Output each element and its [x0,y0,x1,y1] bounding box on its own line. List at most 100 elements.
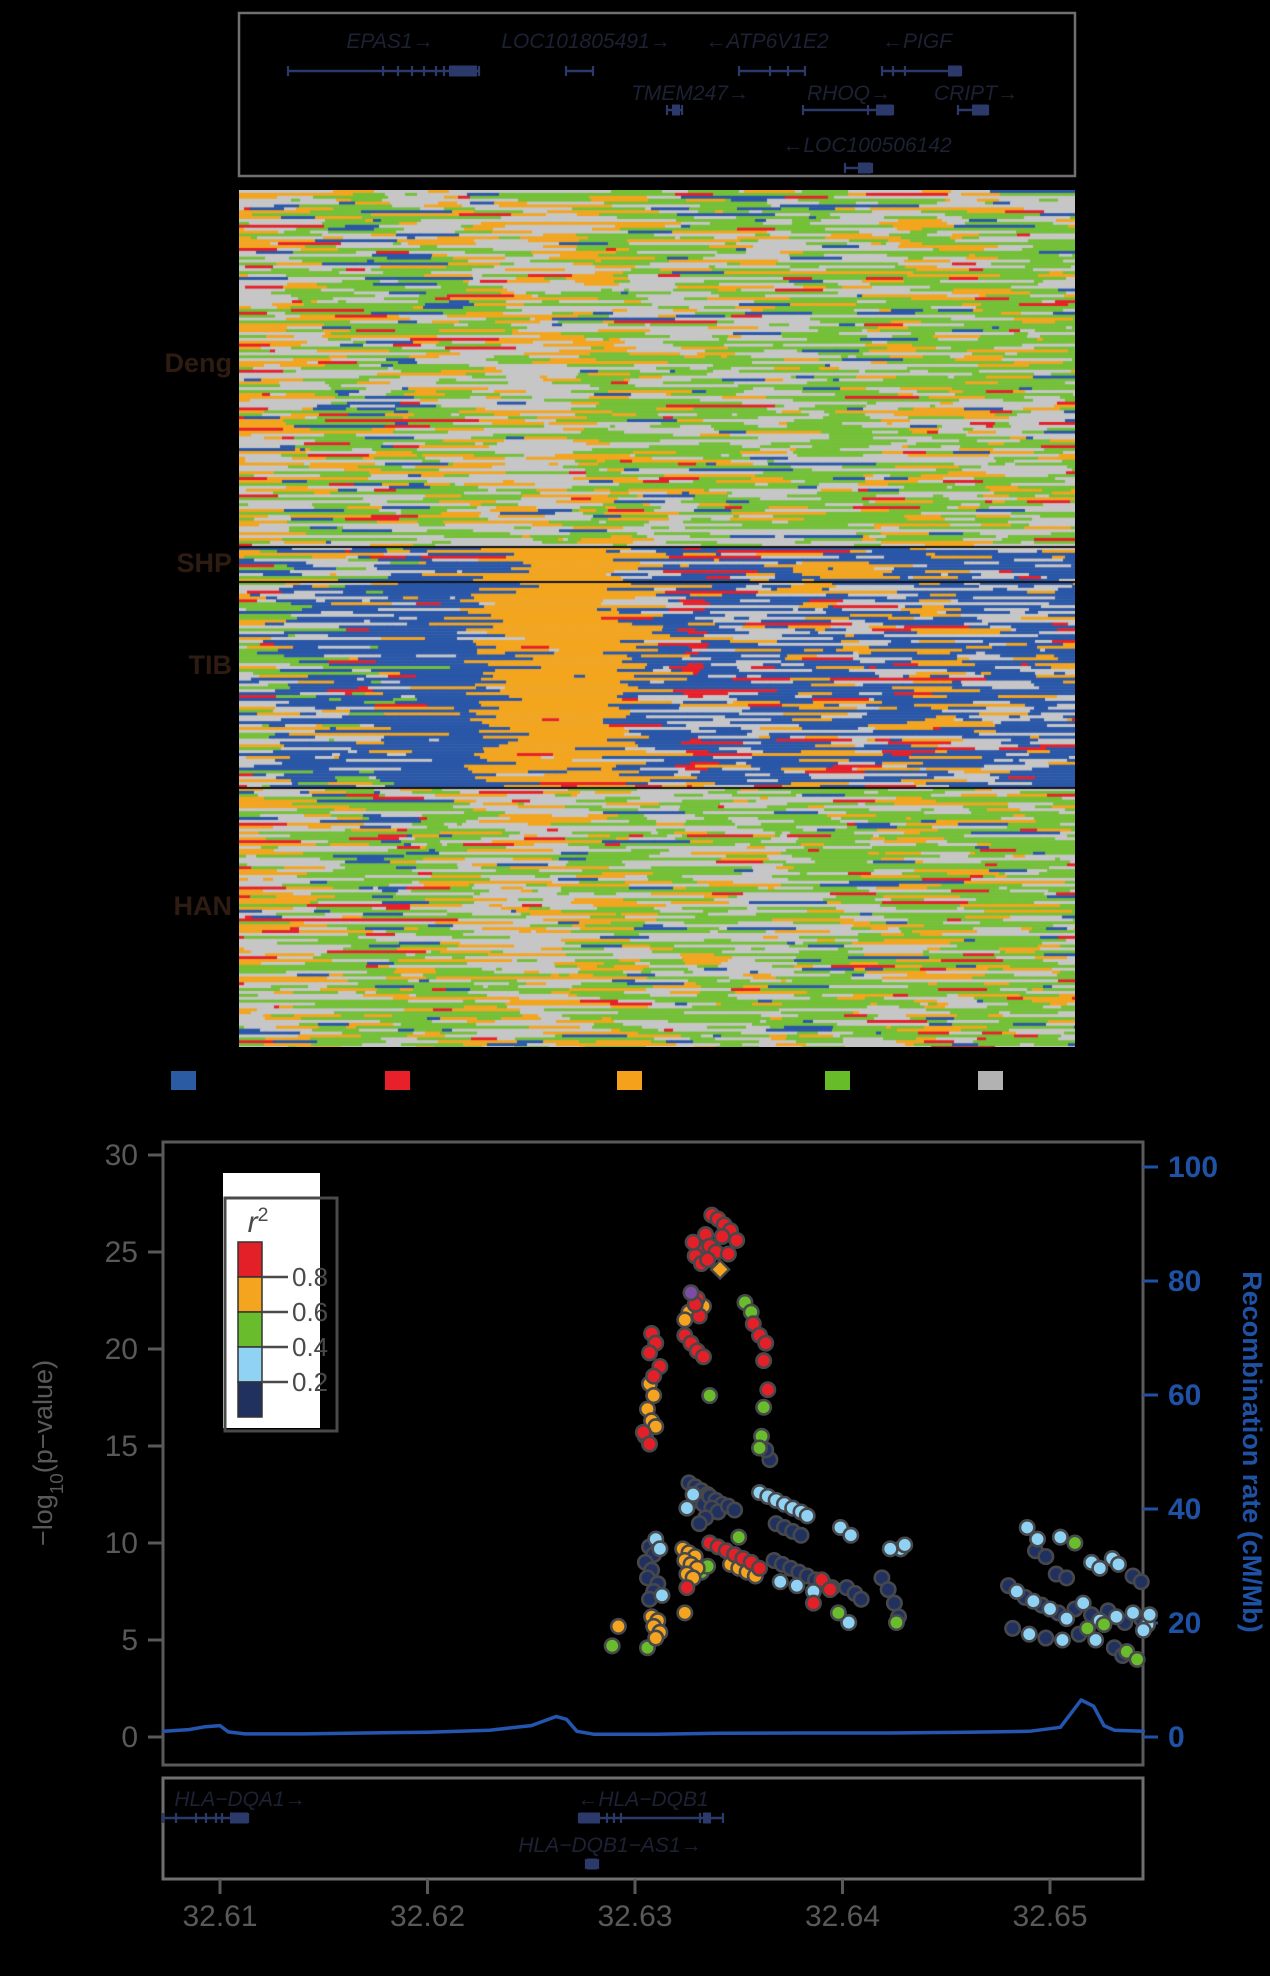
y-axis-right-tick-label: 60 [1168,1379,1201,1412]
snp-point [840,1614,858,1632]
y-axis-left-tick-label: 15 [105,1430,138,1463]
snp-point [645,1387,663,1405]
snp-point [678,1579,696,1597]
legend-swatch [825,1071,850,1090]
snp-point [1058,1610,1076,1628]
snp-point [798,1507,816,1525]
snp-point [842,1526,860,1544]
y-axis-right-tick-label: 100 [1168,1151,1218,1184]
snp-point [701,1387,719,1405]
snp-point [852,1590,870,1608]
recombination-line [162,1698,1146,1736]
haplotype-heatmap [239,190,1075,1047]
gene: HLA−DQB1−AS1→ [518,1834,702,1870]
x-axis-tick-label: 32.63 [597,1900,672,1933]
snp-point [879,1581,897,1599]
r2-legend-items: 0.8 0.6 0.4 0.2 [237,1241,328,1418]
r2-legend-chip [237,1276,263,1313]
snp-point [788,1577,806,1595]
snp-point [690,1515,708,1533]
x-axis-tick-label: 32.62 [390,1900,465,1933]
r2-legend-chip [237,1241,263,1278]
snp-point [1074,1594,1092,1612]
association-plot-content: 0 5 10 15 20 25 30 0 20 40 60 80 100 [105,1139,1218,1754]
snp-point [1107,1608,1125,1626]
snp-point [676,1311,694,1329]
snp-point [1134,1621,1152,1639]
gene: ←HLA−DQB1 [577,1788,725,1824]
x-axis: 32.61 32.62 32.63 32.64 32.65 [182,1879,1088,1933]
gene: RHOQ→ [801,82,895,116]
snp-point [750,1559,768,1577]
snp-point [1132,1573,1150,1591]
y-axis-left-tick-label: 10 [105,1527,138,1560]
snp-point [1124,1604,1142,1622]
bottom-gene-panel-box [161,1776,1145,1881]
snp-point [1029,1530,1047,1548]
snp-point [759,1381,777,1399]
bottom-gene-track: HLA−DQA1→ ←HLA−DQB1 HLA−DQB1−AS1→ [161,1788,725,1870]
gene-label: CRIPT→ [934,82,1018,105]
gene-exon-block [449,65,477,77]
gene-label: ←PIGF [882,30,953,53]
snp-point [676,1604,694,1622]
r2-legend-label: 0.8 [292,1262,328,1292]
snp-point [603,1637,621,1655]
snp-point [1041,1600,1059,1618]
gene: CRIPT→ [934,82,1018,116]
gene-label: ←HLA−DQB1 [577,1788,708,1811]
gene: EPAS1→ [286,30,481,77]
gene-exon-block [579,1812,600,1824]
gene-exon-block [972,104,988,116]
gene-exon-block [587,1858,597,1870]
gene-label: EPAS1→ [346,30,433,53]
population-label-shp: SHP [176,548,232,578]
snp-point [755,1398,773,1416]
gene-label: ←ATP6V1E2 [705,30,829,53]
y-axis-left-tick-label: 25 [105,1236,138,1269]
snp-point [684,1486,702,1504]
snp-point [1095,1615,1113,1633]
r2-legend-chip [237,1311,263,1348]
y-axis-right-tick-label: 0 [1168,1721,1185,1754]
x-axis-tick-label: 32.65 [1012,1900,1087,1933]
gene-exon-block [858,162,871,174]
gene-exon-block [672,104,680,116]
gene: ←PIGF [880,30,963,77]
y-axis-left-tick-label: 5 [121,1624,138,1657]
snp-point [804,1594,822,1612]
snp-point [896,1536,914,1554]
snp-point [757,1334,775,1352]
r2-legend-label: 0.6 [292,1297,328,1327]
gene-exon-block [948,65,961,77]
population-label-tib: TIB [189,650,233,680]
snp-point [694,1348,712,1366]
r2-legend-label: 0.4 [292,1332,328,1362]
r2-legend-label: 0.2 [292,1367,328,1397]
snp-point [653,1586,671,1604]
snp-point [1066,1534,1084,1552]
gene: HLA−DQA1→ [161,1788,306,1824]
gene-exon-block [876,104,893,116]
snp-point [1053,1631,1071,1649]
r2-legend-border [223,1196,339,1433]
snp-point [682,1284,700,1302]
gene-label: LOC101805491→ [501,30,670,53]
snp-point [1078,1619,1096,1637]
snp-point [1051,1528,1069,1546]
snp-point [713,1227,731,1245]
snp-point [885,1594,903,1612]
population-label-han: HAN [174,891,233,921]
snp-point [755,1352,773,1370]
snp-point [730,1528,748,1546]
legend-swatch [978,1071,1003,1090]
snp-point [641,1435,659,1453]
y-axis-right-tick-label: 40 [1168,1493,1201,1526]
r2-legend-title: r2 [248,1204,269,1239]
r2-legend-chip [237,1346,263,1383]
snp-point [609,1617,627,1635]
snp-point [1004,1619,1022,1637]
top-gene-panel-box [237,11,1077,178]
snp-point [881,1540,899,1558]
gene: TMEM247→ [631,82,749,116]
